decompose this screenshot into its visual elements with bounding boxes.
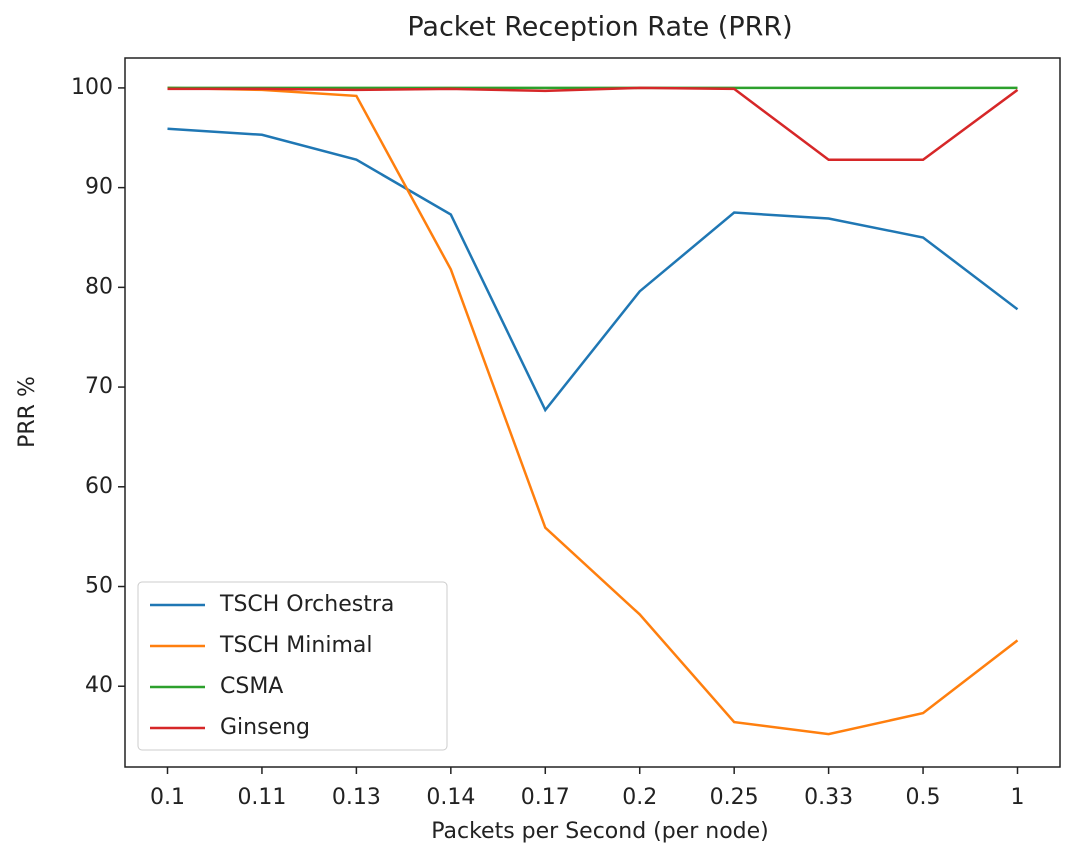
x-axis-label: Packets per Second (per node) xyxy=(431,819,769,844)
plot-frame xyxy=(124,57,1061,768)
x-tick-label: 0.17 xyxy=(521,785,570,810)
legend-label: TSCH Orchestra xyxy=(219,592,394,617)
y-tick-label: 90 xyxy=(85,175,113,200)
y-tick-label: 60 xyxy=(85,474,113,499)
y-tick-label: 70 xyxy=(85,374,113,399)
legend-label: Ginseng xyxy=(220,715,310,740)
chart-title: Packet Reception Rate (PRR) xyxy=(407,12,792,43)
x-tick-label: 0.14 xyxy=(426,785,475,810)
y-tick-label: 100 xyxy=(71,75,113,100)
legend: TSCH Orchestra TSCH Minimal CSMA Ginseng xyxy=(137,581,448,751)
legend-label: TSCH Minimal xyxy=(219,633,372,658)
x-tick-label: 0.33 xyxy=(804,785,853,810)
x-tick-label: 0.25 xyxy=(710,785,759,810)
series-line xyxy=(167,127,1019,413)
x-tick-label: 1 xyxy=(1011,785,1025,810)
legend-box xyxy=(137,581,448,751)
y-axis-label: PRR % xyxy=(15,376,40,448)
x-tick-label: 0.2 xyxy=(622,785,657,810)
x-tick-label: 0.5 xyxy=(906,785,941,810)
legend-label: CSMA xyxy=(220,674,283,699)
y-tick-label: 80 xyxy=(85,274,113,299)
x-tick-label: 0.11 xyxy=(237,785,286,810)
series-line xyxy=(167,86,1019,161)
x-tick-label: 0.1 xyxy=(150,785,185,810)
y-tick-label: 50 xyxy=(85,574,113,599)
y-tick-label: 40 xyxy=(85,673,113,698)
series-line xyxy=(167,86,1019,736)
x-tick-label: 0.13 xyxy=(332,785,381,810)
